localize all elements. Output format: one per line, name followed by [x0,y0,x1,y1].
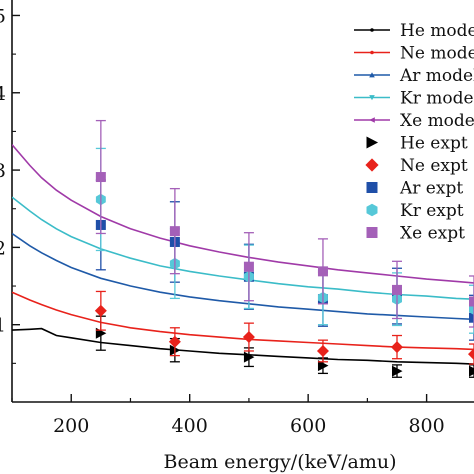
data-point [169,226,180,237]
ne-model-group [12,291,474,351]
legend-label: He model [400,21,474,41]
data-point [317,266,328,277]
legend-label: Xe expt [400,224,465,244]
data-point [392,365,403,377]
series-layer [12,119,474,378]
data-point [94,304,107,317]
legend-marker [366,227,378,238]
y-tick-label: 2 [0,237,6,259]
ne-expt-group [94,290,474,365]
legend-label: Xe model [400,111,474,131]
data-point [468,348,474,361]
model-line [12,327,474,365]
legend-label: Ne model [400,44,474,64]
xe-expt-group [95,119,474,328]
data-point [317,360,329,372]
x-tick-label: 200 [53,415,89,437]
data-point [469,365,474,377]
data-point [242,331,255,344]
legend-label: He expt [400,134,468,154]
y-tick-label: 4 [0,83,6,105]
model-line [12,291,474,351]
x-axis-title: Beam energy/(keV/amu) [164,451,397,473]
legend-label: Kr expt [400,201,464,221]
data-point [469,312,474,323]
x-tick-label: 600 [290,415,326,437]
y-tick-label: 1 [0,315,6,337]
legend-marker [366,182,378,193]
data-point [95,172,106,183]
x-tick-label: 400 [172,415,208,437]
legend-marker [370,28,374,32]
data-point [243,351,255,363]
legend-label: Ar model [399,66,474,86]
legend-label: Kr model [400,89,474,109]
legend-marker [369,72,375,78]
data-point [469,296,474,307]
legend-marker [366,203,378,217]
y-tick-label: 3 [0,160,6,182]
axes [11,0,474,403]
y-tick-label: 5 [0,5,6,27]
data-point [168,335,181,348]
ticks: 200 400 600 800 1 2 3 4 5 [0,5,445,437]
legend-marker [369,95,375,101]
he-model-group [12,327,474,365]
data-point [392,284,402,295]
legend-marker [366,136,379,149]
data-point [316,344,329,357]
he-expt-group [95,315,474,378]
legend-marker [365,158,379,172]
legend-marker [369,117,375,123]
legend-marker [370,50,374,55]
legend-label: Ne expt [400,156,468,176]
data-point [391,341,403,354]
data-point [243,261,254,272]
legend-label: Ar expt [399,179,463,199]
x-tick-label: 800 [408,415,444,437]
